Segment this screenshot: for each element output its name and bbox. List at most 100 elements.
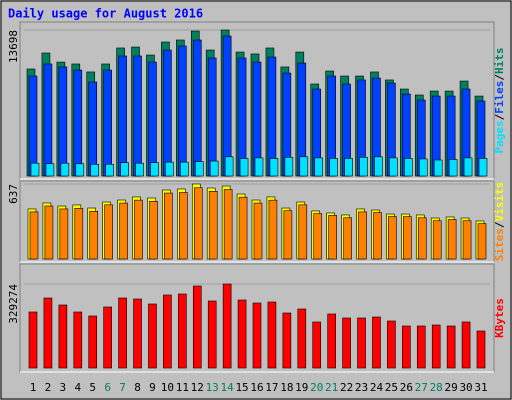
x-tick-label: 5 [89,381,96,394]
bar [164,192,173,260]
bar [461,321,471,369]
bar [343,217,352,260]
x-tick-label: 21 [325,381,338,394]
x-tick-label: 30 [459,381,472,394]
bar [45,163,55,177]
bar [30,162,40,177]
bar [448,159,458,177]
x-tick-label: 17 [265,381,278,394]
y-tick-label: 637 [7,184,20,204]
bar [283,210,293,260]
bar [327,313,336,369]
x-tick-label: 2 [45,381,52,394]
bar [194,161,204,177]
x-tick-label: 25 [385,381,398,394]
bar [342,317,351,369]
legend-separator: / [493,113,506,120]
bar [372,316,381,369]
bar [179,192,188,260]
bar [89,211,99,260]
bar [88,315,98,369]
bar [253,202,263,260]
bar [73,311,83,369]
bar [374,156,383,177]
bar [239,158,249,177]
bar [58,304,68,369]
bar [103,69,112,177]
bar [387,320,396,369]
bar [282,312,292,369]
x-tick-label: 29 [445,381,458,394]
bar [268,199,278,260]
bar [297,308,307,369]
bar [344,158,353,177]
bar [192,285,202,369]
bar [237,299,247,369]
x-tick-label: 4 [74,381,81,394]
bar [163,294,172,369]
legend-separator: / [493,221,506,228]
bar [313,213,323,260]
legend-entry: Pages [493,120,506,153]
bar [120,162,129,177]
bar [252,302,262,369]
bar [178,45,187,177]
x-tick-label: 14 [221,381,235,394]
bar [73,69,83,177]
x-tick-label: 10 [161,381,174,394]
bar [207,57,217,177]
bar [119,202,128,260]
legend-entry: KBytes [493,298,506,338]
x-tick-label: 19 [295,381,308,394]
bar [149,201,158,260]
bar [358,211,367,260]
bar [165,161,174,177]
bar [148,303,157,369]
x-tick-label: 31 [474,381,487,394]
x-tick-label: 22 [340,381,353,394]
bar [118,55,127,177]
x-tick-label: 8 [134,381,141,394]
bar [43,297,53,369]
bar [148,61,157,177]
bar [209,160,219,177]
x-tick-label: 26 [400,381,413,394]
bar [193,187,203,260]
bar [417,217,427,260]
legend-entry: Files [493,81,506,114]
chart-title: Daily usage for August 2016 [8,7,203,21]
bar [388,216,397,260]
bar [373,212,382,260]
x-tick-label: 11 [176,381,189,394]
bar [88,81,98,177]
bar [403,216,412,260]
bar [28,75,38,177]
bar [359,157,368,177]
bar [222,35,232,177]
bar [118,297,127,369]
x-tick-label: 28 [430,381,443,394]
x-tick-label: 23 [355,381,368,394]
bar [208,190,218,260]
bar [433,159,443,177]
x-tick-label: 12 [191,381,204,394]
bar [478,158,488,177]
bar [192,39,202,177]
bar [402,325,411,369]
x-tick-label: 20 [310,381,323,394]
legend-separator: / [493,74,506,81]
bar [75,163,85,177]
legend-entry: Visits [493,182,506,222]
bar [299,156,309,177]
x-tick-label: 1 [30,381,37,394]
bar [59,208,69,260]
x-tick-label: 7 [119,381,126,394]
bar [150,162,159,177]
bar [74,208,84,260]
legend: KBytes [493,298,506,338]
bar [447,219,457,260]
bar [178,293,187,369]
bar [446,325,456,369]
bar [223,189,233,260]
